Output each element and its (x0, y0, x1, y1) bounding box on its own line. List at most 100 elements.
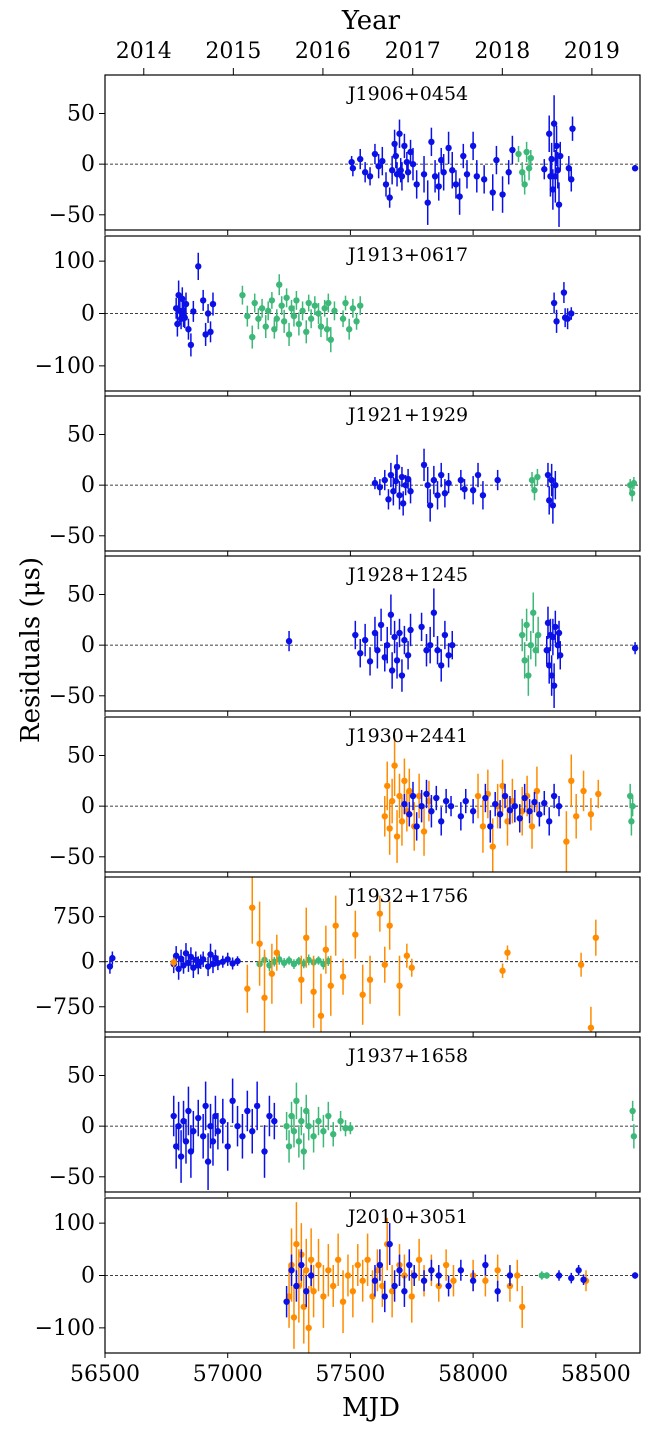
data-point (342, 299, 349, 307)
data-point (376, 483, 384, 491)
x-tick-label: 56500 (70, 1362, 140, 1387)
data-point (457, 1267, 465, 1274)
data-point (207, 1122, 214, 1130)
data-point (219, 1117, 226, 1125)
data-point (423, 647, 430, 654)
data-point (391, 633, 398, 641)
data-point (303, 934, 310, 941)
data-point (315, 310, 322, 317)
panel-j1937p1658: 50 0 −50 J1937+1658 (49, 1036, 641, 1197)
data-point (568, 176, 575, 183)
data-point (587, 811, 595, 818)
data-point (204, 310, 212, 317)
data-point (423, 790, 430, 798)
y-tick-label: −50 (49, 845, 95, 870)
data-point (516, 815, 523, 822)
data-point (519, 808, 526, 815)
data-point (293, 297, 300, 304)
data-point (521, 657, 528, 664)
data-point (447, 802, 455, 810)
data-point (327, 336, 334, 343)
data-point (258, 305, 266, 312)
panel-j1921p1929: 50 0 −50 J1921+1929 (49, 395, 641, 556)
data-point (548, 672, 555, 679)
data-point (482, 794, 489, 802)
data-point (409, 160, 417, 168)
top-axis-ticks: 2014 2015 2016 2017 2018 2019 (116, 39, 620, 75)
y-tick-label: −50 (49, 1165, 95, 1190)
data-point (424, 199, 431, 206)
panel-title: J1906+0454 (346, 83, 468, 105)
data-point (545, 662, 553, 669)
data-point (399, 500, 407, 507)
data-point (494, 1288, 501, 1295)
data-point (521, 794, 528, 802)
data-point (629, 1107, 636, 1115)
data-point (435, 183, 442, 190)
data-point (345, 326, 353, 333)
panel-title: J1913+0617 (346, 244, 468, 266)
data-point (523, 621, 530, 629)
data-point (283, 1122, 290, 1130)
data-point (445, 652, 452, 659)
data-point (170, 959, 177, 966)
data-point (307, 315, 315, 322)
data-point (545, 818, 553, 825)
data-point (209, 1138, 217, 1145)
data-point (515, 150, 522, 158)
data-point (199, 297, 207, 304)
data-point (371, 479, 379, 487)
data-point (398, 173, 406, 180)
data-point (266, 1112, 273, 1120)
data-point (548, 476, 555, 484)
data-point (555, 802, 563, 810)
data-point (249, 333, 256, 341)
data-point (303, 1288, 310, 1295)
y-tick-label: 0 (81, 152, 95, 177)
panel-frame (104, 716, 641, 873)
data-point (202, 1102, 209, 1110)
data-point (376, 1261, 384, 1269)
data-point (506, 1272, 514, 1279)
data-point (420, 461, 428, 469)
data-point (509, 146, 516, 154)
data-point (271, 1117, 278, 1125)
data-point (506, 807, 514, 814)
data-point (420, 171, 428, 178)
data-point (288, 305, 295, 312)
data-point (366, 658, 374, 665)
data-point (505, 169, 512, 176)
panel-j1930p2441: 50 0 −50 J1930+2441 (49, 716, 641, 877)
data-point (315, 1117, 322, 1125)
data-point (353, 318, 360, 325)
panel-frame (104, 555, 641, 712)
panel-title: J1921+1929 (346, 404, 468, 426)
data-point (253, 1102, 261, 1110)
data-point (555, 201, 563, 208)
data-point (555, 629, 563, 637)
data-point (469, 808, 477, 815)
data-point (549, 633, 557, 641)
data-point (106, 963, 114, 970)
data-point (369, 1293, 376, 1300)
data-point (320, 960, 327, 968)
data-point (386, 825, 393, 832)
data-point (396, 492, 403, 499)
data-point (303, 328, 310, 336)
y-axis-label: Residuals (μs) (16, 557, 46, 743)
data-point (244, 312, 251, 320)
data-point (266, 962, 273, 969)
data-point (631, 1272, 639, 1279)
data-point (195, 263, 202, 270)
data-point (549, 502, 557, 509)
data-point (317, 323, 325, 330)
data-point (310, 1133, 317, 1140)
data-point (438, 156, 445, 164)
data-point (361, 636, 369, 644)
data-point (219, 958, 226, 965)
data-point (204, 1158, 212, 1165)
data-point (440, 169, 447, 176)
data-point (538, 1272, 546, 1279)
data-point (407, 626, 414, 634)
